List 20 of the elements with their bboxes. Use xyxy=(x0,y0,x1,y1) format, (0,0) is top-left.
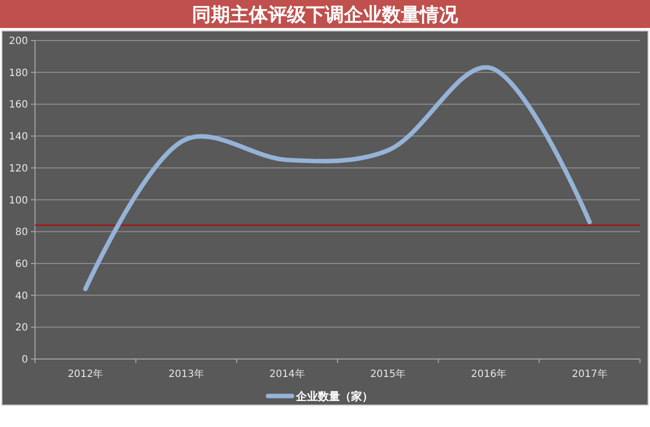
y-tick-label: 100 xyxy=(8,195,28,206)
x-tick-label: 2015年 xyxy=(370,368,406,380)
y-tick-label: 200 xyxy=(8,36,28,47)
y-tick-label: 20 xyxy=(15,322,28,334)
y-tick-label: 0 xyxy=(22,354,28,366)
x-tick-label: 2017年 xyxy=(572,368,608,380)
x-tick-label: 2013年 xyxy=(168,368,204,380)
y-tick-label: 120 xyxy=(8,163,28,174)
y-tick-label: 140 xyxy=(8,132,28,143)
y-tick-label: 80 xyxy=(15,227,28,238)
legend-label: 企业数量（家） xyxy=(295,390,373,403)
y-tick-label: 40 xyxy=(15,290,28,302)
y-tick-label: 160 xyxy=(8,100,28,111)
x-tick-label: 2014年 xyxy=(269,368,305,380)
line-series xyxy=(83,65,592,292)
x-tick-label: 2016年 xyxy=(471,368,506,380)
chart-title: 同期主体评级下调企业数量情况 xyxy=(192,4,459,26)
y-tick-label: 180 xyxy=(8,68,28,79)
y-tick-label: 60 xyxy=(15,258,28,270)
x-tick-label: 2012年 xyxy=(68,368,104,380)
